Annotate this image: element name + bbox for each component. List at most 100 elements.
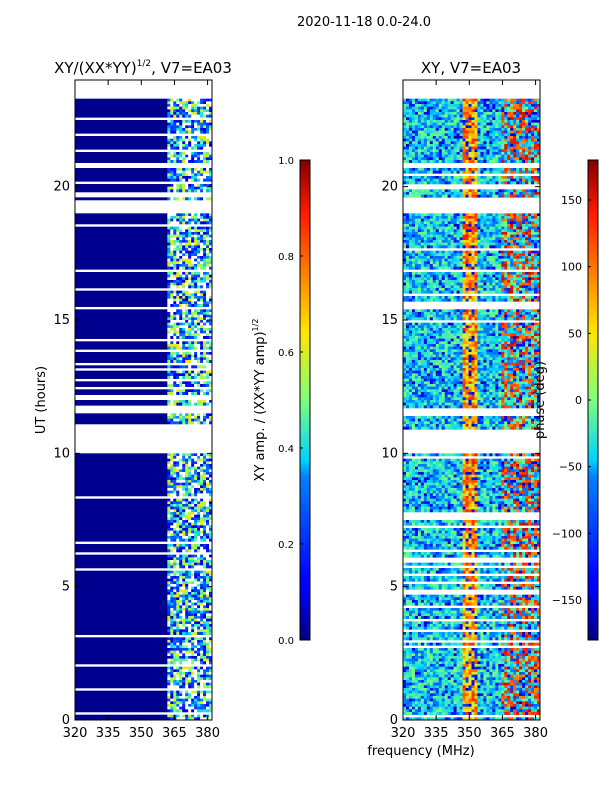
heatmap-cell — [197, 285, 201, 289]
heatmap-cell — [191, 608, 195, 611]
heatmap-cell — [179, 178, 183, 182]
heatmap-cell — [441, 216, 445, 219]
heatmap-cell — [170, 277, 174, 281]
heatmap-cell — [188, 189, 192, 193]
heatmap-cell — [441, 125, 445, 129]
heatmap-cell — [203, 248, 207, 251]
heatmap-cell — [185, 504, 189, 507]
heatmap-cell — [456, 194, 460, 198]
heatmap-cell — [176, 685, 180, 689]
heatmap-cell — [197, 266, 201, 270]
heatmap-cell — [405, 216, 410, 219]
heatmap-cell — [429, 216, 434, 219]
heatmap-cell — [507, 168, 511, 171]
heatmap-cell — [438, 106, 443, 110]
heatmap-cell — [197, 152, 201, 155]
heatmap-cell — [176, 330, 180, 334]
heatmap-cell — [447, 144, 451, 147]
heatmap-cell — [182, 680, 186, 683]
heatmap-cell — [75, 304, 168, 307]
heatmap-cell — [182, 309, 186, 313]
heatmap-cell — [179, 250, 183, 254]
heatmap-cell — [75, 645, 168, 649]
heatmap-cell — [405, 146, 410, 150]
heatmap-cell — [209, 581, 212, 585]
heatmap-cell — [498, 101, 502, 105]
heatmap-cell — [483, 216, 487, 219]
heatmap-cell — [203, 576, 207, 579]
heatmap-cell — [453, 106, 457, 110]
heatmap-cell — [182, 128, 186, 131]
heatmap-cell — [403, 218, 407, 222]
heatmap-cell — [414, 234, 419, 238]
heatmap-cell — [75, 602, 168, 606]
heatmap-cell — [209, 498, 212, 502]
heatmap-cell — [197, 661, 201, 665]
heatmap-cell — [170, 629, 174, 633]
heatmap-cell — [179, 680, 183, 683]
heatmap-cell — [200, 704, 204, 707]
heatmap-cell — [197, 656, 201, 659]
heatmap-cell — [438, 213, 443, 217]
heatmap-cell — [534, 138, 538, 142]
heatmap-cell — [176, 530, 180, 534]
heatmap-cell — [504, 152, 508, 155]
heatmap-cell — [191, 589, 195, 593]
heatmap-cell — [200, 320, 204, 323]
heatmap-cell — [423, 114, 428, 118]
heatmap-cell — [405, 181, 410, 185]
heatmap-cell — [179, 560, 183, 563]
heatmap-cell — [182, 301, 186, 305]
heatmap-cell — [516, 104, 520, 107]
heatmap-cell — [209, 701, 212, 705]
heatmap-cell — [194, 322, 198, 326]
heatmap-cell — [426, 216, 431, 219]
heatmap-cell — [516, 232, 520, 235]
heatmap-cell — [492, 218, 496, 222]
heatmap-cell — [423, 176, 428, 179]
heatmap-cell — [453, 176, 457, 179]
heatmap-cell — [197, 522, 201, 526]
heatmap-cell — [75, 330, 168, 334]
heatmap-cell — [209, 392, 212, 395]
heatmap-cell — [191, 354, 195, 358]
heatmap-cell — [176, 466, 180, 470]
heatmap-cell — [423, 216, 428, 219]
heatmap-cell — [75, 197, 168, 201]
heatmap-cell — [179, 240, 183, 243]
heatmap-cell — [170, 480, 174, 483]
heatmap-cell — [179, 277, 183, 281]
heatmap-cell — [441, 194, 445, 198]
heatmap-cell — [206, 114, 210, 118]
heatmap-cell — [194, 189, 198, 193]
heatmap-cell — [501, 213, 505, 217]
heatmap-cell — [179, 677, 183, 681]
heatmap-cell — [453, 189, 457, 193]
heatmap-cell — [188, 221, 192, 225]
heatmap-cell — [173, 197, 177, 201]
heatmap-cell — [206, 344, 210, 347]
heatmap-cell — [200, 490, 204, 494]
heatmap-cell — [200, 528, 204, 531]
heatmap-cell — [492, 114, 496, 118]
heatmap-cell — [498, 216, 502, 219]
heatmap-cell — [194, 357, 198, 361]
heatmap-cell — [489, 192, 493, 195]
heatmap-cell — [176, 160, 180, 163]
heatmap-cell — [173, 640, 177, 643]
heatmap-cell — [194, 685, 198, 689]
heatmap-cell — [170, 613, 174, 617]
heatmap-cell — [197, 610, 201, 614]
heatmap-cell — [188, 645, 192, 649]
heatmap-cell — [182, 645, 186, 649]
heatmap-cell — [501, 192, 505, 195]
heatmap-cell — [438, 170, 443, 174]
heatmap-cell — [528, 232, 532, 235]
heatmap-cell — [444, 168, 448, 171]
heatmap-cell — [453, 234, 457, 238]
heatmap-cell — [176, 389, 180, 393]
heatmap-cell — [200, 274, 204, 278]
heatmap-cell — [522, 154, 526, 158]
heatmap-cell — [167, 352, 171, 355]
heatmap-cell — [197, 189, 201, 193]
